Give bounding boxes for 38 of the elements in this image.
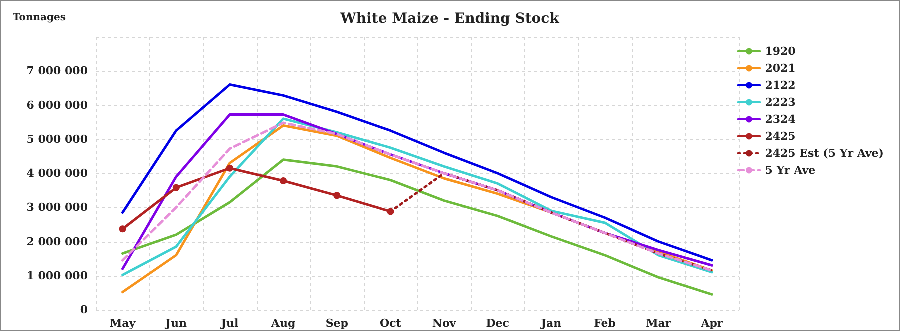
legend-label: 5 Yr Ave — [765, 164, 816, 177]
legend-label: 2021 — [765, 62, 796, 75]
x-tick-label: Oct — [380, 317, 402, 330]
point — [280, 178, 288, 185]
line-series — [122, 158, 714, 296]
point — [334, 192, 341, 200]
legend-label: 2324 — [765, 113, 796, 126]
y-axis-title: Tonnages — [13, 12, 66, 24]
point — [172, 184, 180, 192]
y-tick-label: 5 000 000 — [26, 132, 88, 146]
x-tick-label: Feb — [594, 317, 616, 330]
y-tick-label: 6 000 000 — [26, 98, 88, 112]
x-tick-label: Jul — [220, 317, 239, 330]
x-tick-label: Dec — [486, 317, 510, 330]
legend-label: 2122 — [765, 79, 796, 92]
legend-label: 2425 Est (5 Yr Ave) — [765, 147, 884, 160]
legend-label: 2425 — [765, 130, 796, 143]
point — [119, 226, 126, 233]
x-tick-label: Nov — [432, 317, 457, 330]
x-tick-label: Jun — [164, 317, 187, 330]
y-tick-label: 7 000 000 — [26, 64, 88, 78]
x-tick-label: Aug — [270, 317, 296, 330]
point — [226, 164, 234, 172]
y-tick-label: 1 000 000 — [26, 269, 88, 282]
point — [387, 208, 394, 216]
line-series — [122, 84, 714, 262]
legend-label: 2223 — [765, 96, 796, 109]
y-tick-label: 4 000 000 — [26, 167, 88, 180]
x-tick-label: Sep — [326, 317, 349, 330]
x-tick-label: Apr — [700, 317, 724, 330]
x-tick-label: May — [110, 317, 136, 330]
legend-label: 1920 — [765, 45, 796, 58]
y-tick-label: 2 000 000 — [26, 235, 88, 248]
y-tick-label: 3 000 000 — [26, 201, 88, 214]
x-tick-label: Jan — [540, 317, 562, 330]
x-tick-label: Mar — [646, 317, 672, 330]
y-tick-label: 0 — [80, 304, 88, 316]
chart-title: White Maize - Ending Stock — [340, 11, 560, 27]
